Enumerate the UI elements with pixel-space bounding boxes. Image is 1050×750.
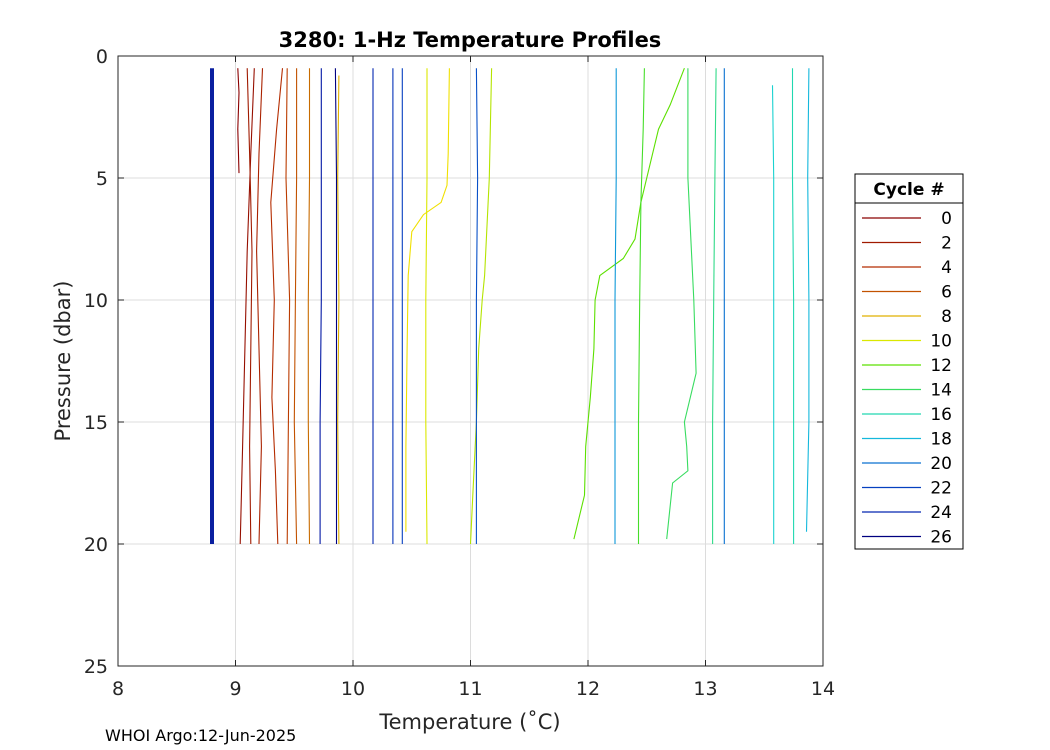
series-layer (210, 68, 810, 545)
series-line-profile-9 (405, 68, 450, 532)
legend-label: 12 (930, 356, 952, 376)
legend-label: 24 (930, 503, 952, 523)
legend-box (854, 173, 964, 550)
series-line-cycle-12 (573, 68, 685, 540)
legend-label: 16 (930, 405, 952, 425)
series-line-cycle-4 (270, 68, 284, 545)
x-tick-label: 10 (341, 678, 365, 700)
legend-label: 4 (941, 258, 952, 278)
legend-label: 8 (941, 307, 952, 327)
y-axis-title: Pressure (dbar) (51, 281, 75, 442)
chart-title: 3280: 1-Hz Temperature Profiles (279, 28, 662, 52)
series-line-profile-25 (319, 68, 322, 544)
legend-label: 18 (930, 430, 952, 450)
x-tick-label: 8 (112, 678, 124, 700)
legend-label: 20 (930, 454, 952, 474)
series-line-profile-3 (256, 68, 264, 545)
series-line-profile-5 (285, 68, 291, 545)
x-axis-title: Temperature (˚C) (378, 710, 560, 734)
legend-title: Cycle # (873, 180, 944, 200)
series-line-cycle-26 (334, 68, 338, 544)
y-tick-label: 20 (84, 534, 108, 556)
x-tick-label: 13 (693, 678, 717, 700)
legend-label: 0 (941, 209, 952, 229)
series-line-profile-13 (637, 68, 645, 544)
x-tick-label: 14 (811, 678, 835, 700)
series-line-cycle-10 (425, 68, 428, 545)
legend-label: 2 (941, 234, 952, 254)
x-tick-label: 9 (229, 678, 241, 700)
series-line-profile-1 (239, 68, 255, 545)
series-line-profile-15 (712, 68, 717, 544)
y-tick-label: 10 (84, 290, 108, 312)
legend-label: 22 (930, 479, 952, 499)
series-line-profile-11 (469, 68, 493, 545)
x-tick-label: 11 (458, 678, 482, 700)
series-line-cycle-8 (337, 75, 340, 545)
x-tick-label: 12 (576, 678, 600, 700)
series-line-cycle-16 (791, 68, 795, 544)
y-tick-label: 25 (84, 656, 108, 678)
footer-date: WHOI Argo:12-Jun-2025 (105, 726, 296, 745)
series-line-profile-7 (307, 68, 311, 545)
y-tick-label: 5 (96, 168, 108, 190)
series-line-profile-19 (614, 68, 617, 544)
series-line-cycle-2 (246, 68, 253, 545)
series-line-cycle-14 (666, 68, 697, 540)
legend-label: 26 (930, 528, 952, 548)
series-line-profile-17 (771, 85, 775, 544)
series-line-cycle-18 (805, 68, 810, 532)
ticks: 8 9 10 11 12 13 14 0 5 10 15 20 25 (84, 46, 835, 700)
series-line-cycle-6 (293, 68, 298, 545)
legend-label: 10 (930, 332, 952, 352)
legend-label: 14 (930, 381, 952, 401)
series-line-profile-21 (475, 68, 479, 544)
series-line-cycle-0 (237, 68, 240, 174)
legend-label: 6 (941, 283, 952, 303)
y-tick-label: 0 (96, 46, 108, 68)
y-tick-label: 15 (84, 412, 108, 434)
